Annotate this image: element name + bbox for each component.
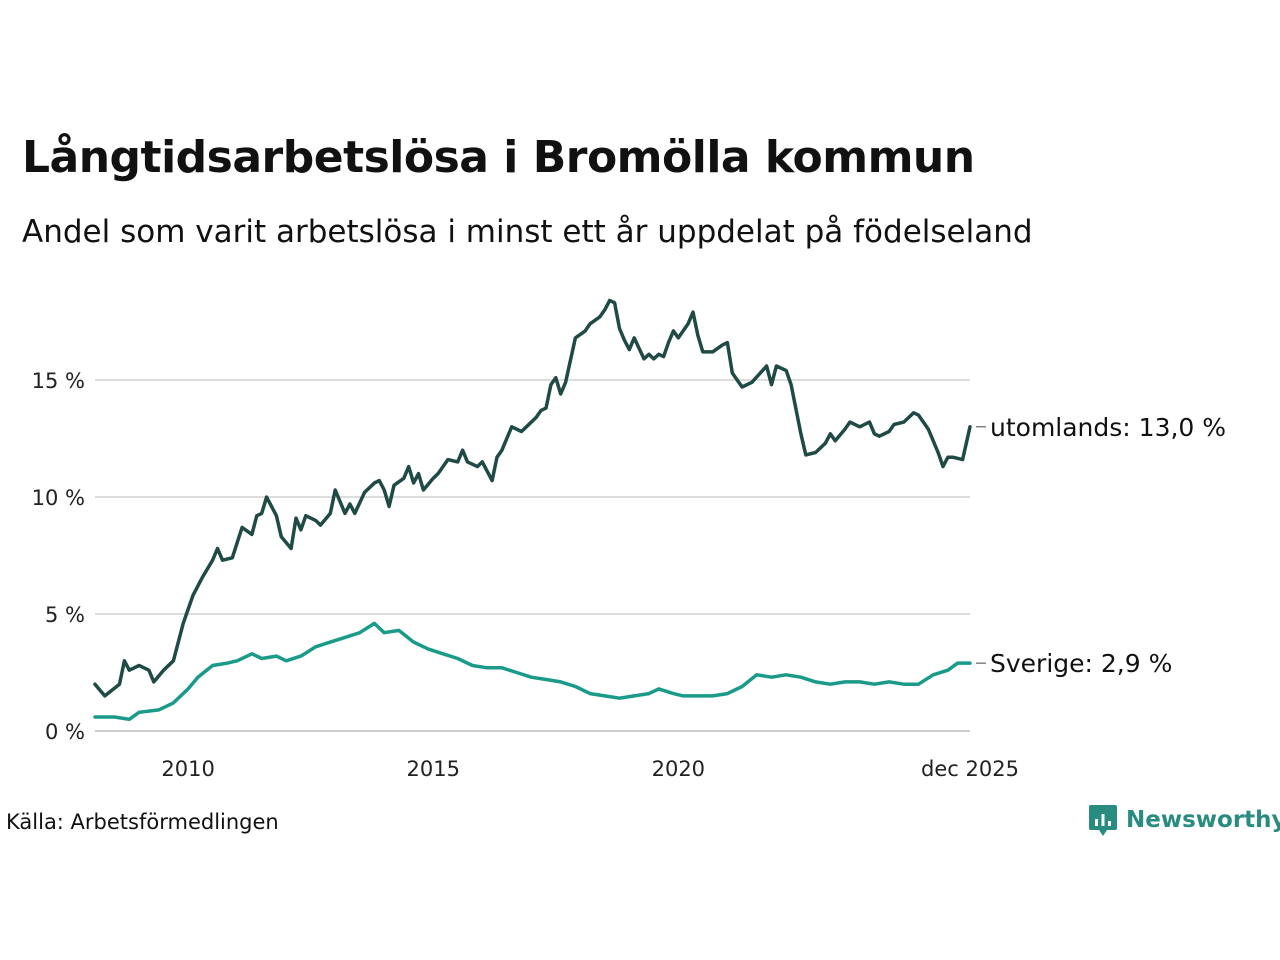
- x-tick-label: 2020: [652, 757, 705, 781]
- y-tick-label: 5 %: [45, 603, 85, 627]
- newsworthy-logo-icon: [1089, 805, 1117, 836]
- x-tick-label: dec 2025: [921, 757, 1019, 781]
- series-line-sverige: [93, 621, 972, 722]
- brand-logo[interactable]: Newsworthy: [1088, 803, 1280, 837]
- gridlines: [95, 379, 970, 732]
- source-note: Källa: Arbetsförmedlingen: [6, 810, 279, 834]
- chart-subtitle: Andel som varit arbetslösa i minst ett å…: [22, 214, 1033, 250]
- y-tick-label: 10 %: [32, 486, 85, 510]
- series-lines: [93, 298, 972, 722]
- brand-name: Newsworthy: [1126, 807, 1280, 833]
- series-line-utomlands: [93, 298, 972, 698]
- x-tick-label: 2015: [407, 757, 460, 781]
- x-tick-label: 2010: [161, 757, 214, 781]
- end-labels: utomlands: 13,0 % Sverige: 2,9 %: [976, 413, 1226, 678]
- end-label-sverige: Sverige: 2,9 %: [990, 649, 1172, 678]
- chart-title: Långtidsarbetslösa i Bromölla kommun: [22, 132, 975, 183]
- x-axis-ticks: 2010 2015 2020 dec 2025: [161, 757, 1019, 781]
- end-label-utomlands: utomlands: 13,0 %: [990, 413, 1226, 442]
- y-tick-label: 0 %: [45, 720, 85, 744]
- y-tick-label: 15 %: [32, 369, 85, 393]
- y-axis-ticks: 0 % 5 % 10 % 15 %: [32, 369, 85, 744]
